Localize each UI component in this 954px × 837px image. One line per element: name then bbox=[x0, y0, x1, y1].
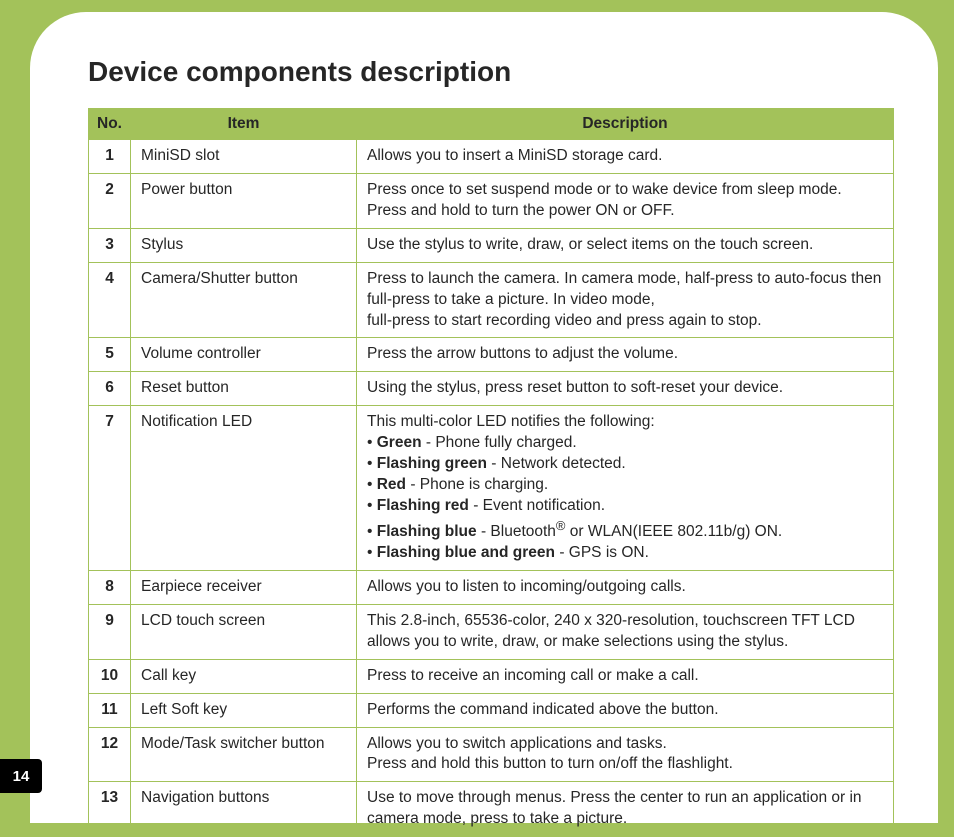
cell-item: Camera/Shutter button bbox=[131, 262, 357, 338]
cell-item: MiniSD slot bbox=[131, 140, 357, 174]
cell-no: 3 bbox=[89, 228, 131, 262]
cell-description: This multi-color LED notifies the follow… bbox=[357, 406, 894, 571]
table-row: 6Reset button Using the stylus, press res… bbox=[89, 372, 894, 406]
cell-no: 5 bbox=[89, 338, 131, 372]
cell-no: 6 bbox=[89, 372, 131, 406]
cell-item: Mode/Task switcher button bbox=[131, 727, 357, 782]
cell-no: 12 bbox=[89, 727, 131, 782]
table-row: 8Earpiece receiver Allows you to listen t… bbox=[89, 570, 894, 604]
cell-item: Power button bbox=[131, 173, 357, 228]
cell-description: This 2.8-inch, 65536-color, 240 x 320-re… bbox=[357, 604, 894, 659]
desc-line: Allows you to insert a MiniSD storage ca… bbox=[367, 146, 883, 167]
cell-item: Stylus bbox=[131, 228, 357, 262]
cell-no: 11 bbox=[89, 693, 131, 727]
cell-item: Left Soft key bbox=[131, 693, 357, 727]
desc-line: Allows you to listen to incoming/outgoin… bbox=[367, 577, 883, 598]
cell-no: 8 bbox=[89, 570, 131, 604]
desc-line: Press to launch the camera. In camera mo… bbox=[367, 269, 883, 311]
table-row: 13Navigation buttonsUse to move through … bbox=[89, 782, 894, 837]
cell-item: Notification LED bbox=[131, 406, 357, 571]
table-row: 10Call key Press to receive an incoming c… bbox=[89, 659, 894, 693]
cell-description: Allows you to listen to incoming/outgoin… bbox=[357, 570, 894, 604]
cell-description: Press to receive an incoming call or mak… bbox=[357, 659, 894, 693]
components-table: No. Item Description 1MiniSD slot Allows … bbox=[88, 108, 894, 837]
cell-description: Performs the command indicated above the… bbox=[357, 693, 894, 727]
table-row: 4Camera/Shutter buttonPress to launch th… bbox=[89, 262, 894, 338]
cell-no: 13 bbox=[89, 782, 131, 837]
cell-item: Earpiece receiver bbox=[131, 570, 357, 604]
cell-item: Call key bbox=[131, 659, 357, 693]
table-row: 12Mode/Task switcher button Allows you to… bbox=[89, 727, 894, 782]
cell-description: Use to move through menus. Press the cen… bbox=[357, 782, 894, 837]
page-panel: Device components description No. Item D… bbox=[30, 12, 938, 823]
col-header-description: Description bbox=[357, 109, 894, 140]
col-header-no: No. bbox=[89, 109, 131, 140]
cell-no: 7 bbox=[89, 406, 131, 571]
page-number: 14 bbox=[13, 768, 30, 785]
desc-line: • Flashing green - Network detected. bbox=[367, 454, 883, 475]
desc-line: • Flashing blue - Bluetooth® or WLAN(IEE… bbox=[367, 517, 883, 543]
page-title: Device components description bbox=[88, 56, 894, 88]
cell-description: Allows you to switch applications and ta… bbox=[357, 727, 894, 782]
desc-line: • Red - Phone is charging. bbox=[367, 475, 883, 496]
desc-line: Using the stylus, press reset button to … bbox=[367, 378, 883, 399]
desc-line: Press once to set suspend mode or to wak… bbox=[367, 180, 883, 222]
desc-line: Use to move through menus. Press the cen… bbox=[367, 788, 883, 830]
cell-no: 2 bbox=[89, 173, 131, 228]
cell-item: LCD touch screen bbox=[131, 604, 357, 659]
table-row: 7Notification LED This multi-color LED no… bbox=[89, 406, 894, 571]
table-row: 11Left Soft key Performs the command indi… bbox=[89, 693, 894, 727]
table-row: 5Volume controller Press the arrow button… bbox=[89, 338, 894, 372]
desc-line: Press the arrow buttons to adjust the vo… bbox=[367, 344, 883, 365]
cell-description: Press the arrow buttons to adjust the vo… bbox=[357, 338, 894, 372]
table-row: 2Power buttonPress once to set suspend m… bbox=[89, 173, 894, 228]
desc-line: full-press to start recording video and … bbox=[367, 311, 883, 332]
desc-line: • Flashing blue and green - GPS is ON. bbox=[367, 543, 883, 564]
desc-line: Press to receive an incoming call or mak… bbox=[367, 666, 883, 687]
cell-description: Press once to set suspend mode or to wak… bbox=[357, 173, 894, 228]
cell-item: Volume controller bbox=[131, 338, 357, 372]
desc-line: • Flashing red - Event notification. bbox=[367, 496, 883, 517]
table-row: 1MiniSD slot Allows you to insert a MiniS… bbox=[89, 140, 894, 174]
desc-line: Allows you to switch applications and ta… bbox=[367, 734, 883, 755]
desc-line: This multi-color LED notifies the follow… bbox=[367, 412, 883, 433]
desc-line: Use the stylus to write, draw, or select… bbox=[367, 235, 883, 256]
cell-description: Using the stylus, press reset button to … bbox=[357, 372, 894, 406]
col-header-item: Item bbox=[131, 109, 357, 140]
table-header-row: No. Item Description bbox=[89, 109, 894, 140]
desc-line: Performs the command indicated above the… bbox=[367, 700, 883, 721]
cell-description: Allows you to insert a MiniSD storage ca… bbox=[357, 140, 894, 174]
cell-no: 10 bbox=[89, 659, 131, 693]
desc-line: Press and hold this button to turn on/of… bbox=[367, 754, 883, 775]
cell-item: Reset button bbox=[131, 372, 357, 406]
table-row: 3Stylus Use the stylus to write, draw, or… bbox=[89, 228, 894, 262]
cell-no: 9 bbox=[89, 604, 131, 659]
cell-no: 1 bbox=[89, 140, 131, 174]
desc-line: This 2.8-inch, 65536-color, 240 x 320-re… bbox=[367, 611, 883, 653]
cell-no: 4 bbox=[89, 262, 131, 338]
cell-description: Press to launch the camera. In camera mo… bbox=[357, 262, 894, 338]
cell-item: Navigation buttons bbox=[131, 782, 357, 837]
page-number-tab: 14 bbox=[0, 759, 42, 793]
table-row: 9LCD touch screenThis 2.8-inch, 65536-co… bbox=[89, 604, 894, 659]
cell-description: Use the stylus to write, draw, or select… bbox=[357, 228, 894, 262]
desc-line: • Green - Phone fully charged. bbox=[367, 433, 883, 454]
